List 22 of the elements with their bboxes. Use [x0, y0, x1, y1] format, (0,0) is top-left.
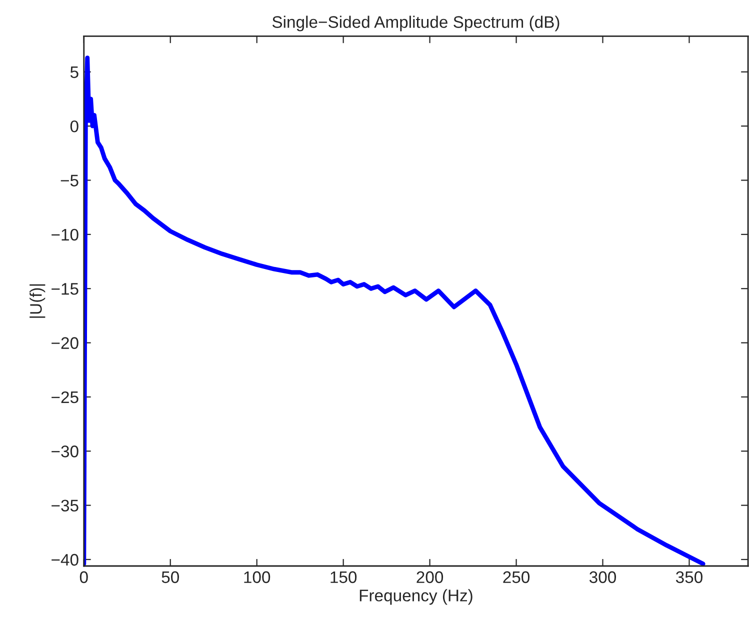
y-tick-label: −35: [52, 500, 78, 512]
x-tick-label: 50: [162, 571, 179, 584]
y-tick-label: 0: [70, 120, 78, 132]
x-tick-label: 350: [676, 571, 702, 584]
x-tick-label: 0: [80, 571, 88, 584]
y-tick-label: −30: [52, 446, 78, 458]
x-tick-label: 150: [330, 571, 357, 584]
y-tick-label: −40: [52, 554, 78, 566]
line-series: [84, 56, 706, 566]
x-tick-label: 250: [503, 571, 530, 584]
y-tick-label: −25: [52, 391, 78, 404]
y-tick-label: −15: [52, 283, 78, 295]
x-tick-label: 200: [416, 571, 444, 584]
y-tick-label: 5: [70, 66, 78, 78]
y-axis-title: |U(f)|: [30, 284, 46, 318]
chart-title: Single−Sided Amplitude Spectrum (dB): [272, 16, 560, 32]
x-tick-label: 300: [589, 571, 616, 584]
y-tick-label: −20: [52, 337, 78, 349]
y-tick-label: −10: [52, 228, 78, 241]
y-tick-label: −5: [60, 174, 78, 186]
x-axis-title: Frequency (Hz): [360, 589, 472, 605]
x-tick-label: 100: [244, 571, 270, 584]
